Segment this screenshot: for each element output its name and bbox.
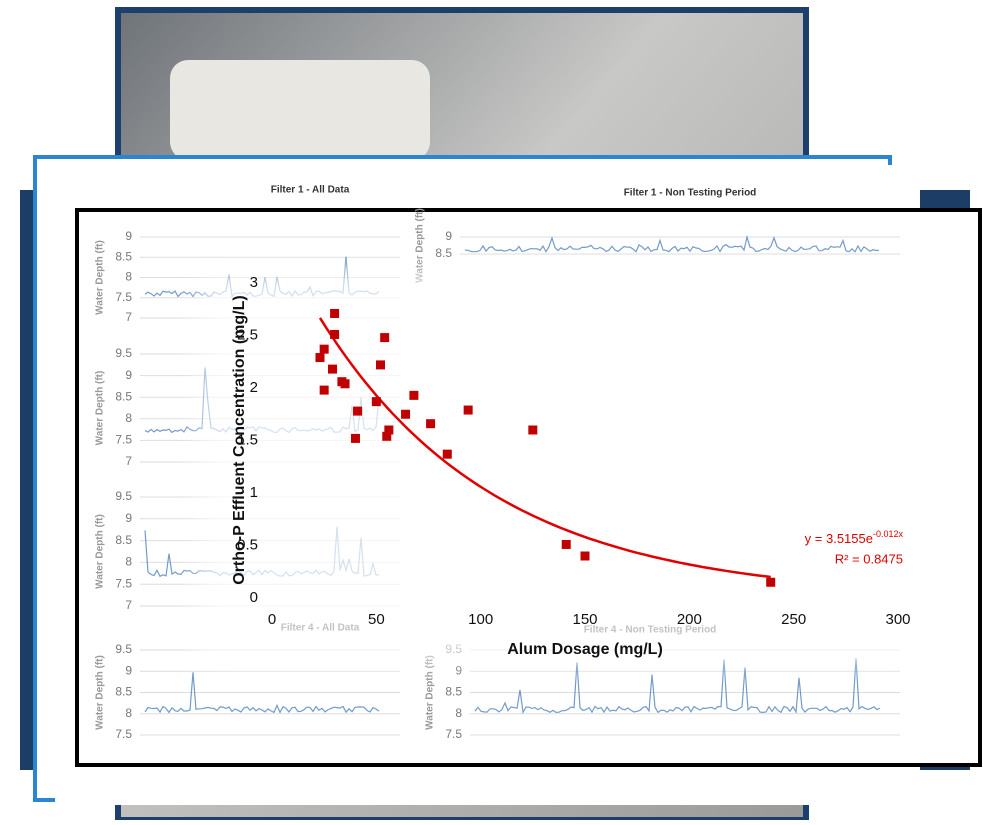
point [766, 577, 776, 587]
y-tick-label: 0 [250, 589, 258, 606]
point [382, 431, 392, 441]
panel-tick-label: 7.5 [115, 727, 132, 741]
y-tick-label: 2 [250, 379, 258, 396]
point [319, 344, 329, 354]
point [319, 385, 329, 395]
x-tick-label: 50 [368, 611, 385, 628]
panel-y-label: Water Depth (ft) [95, 371, 106, 446]
panel-tick-label: 9.5 [115, 642, 132, 656]
point [371, 397, 381, 407]
point [353, 406, 363, 416]
panel-signal [144, 672, 380, 714]
panel-title: Filter 1 - All Data [271, 185, 350, 196]
panel-tick-label: 9.5 [115, 489, 132, 503]
r-squared: R² = 0.8475 [835, 551, 903, 566]
point [384, 425, 394, 435]
y-axis-label: Ortho-P Effluent Concentration (mg/L) [231, 295, 248, 584]
panel-signal [474, 658, 881, 715]
x-tick-label: 300 [885, 611, 910, 628]
panel-y-label: Water Depth (ft) [425, 655, 436, 730]
panel-tick-label: 8.5 [115, 533, 132, 547]
panel-y-label: Water Depth (ft) [415, 208, 426, 283]
panel-tick-label: 8 [125, 706, 132, 720]
panel-tick-label: 7 [125, 454, 132, 468]
panel-tick-label: 9 [125, 511, 132, 525]
y-tick-label: 1.5 [237, 431, 258, 448]
panel-tick-label: 9 [445, 229, 452, 243]
equation: y = 3.5155e [805, 531, 873, 546]
point [315, 353, 325, 363]
panel-tick-label: 9.5 [115, 346, 132, 360]
x-tick-label: 250 [781, 611, 806, 628]
point [409, 390, 419, 400]
panel-tick-label: 8 [125, 270, 132, 284]
x-tick-label: 0 [268, 611, 276, 628]
panel-y-label: Water Depth (ft) [95, 514, 106, 589]
trendline [318, 317, 771, 579]
photo-detail [170, 60, 430, 160]
panel-tick-label: 7.5 [115, 290, 132, 304]
panel-title: Filter 1 - Non Testing Period [624, 188, 757, 199]
panel-tick-label: 8 [125, 411, 132, 425]
y-tick-label: 3 [250, 274, 258, 291]
point [376, 360, 386, 370]
panel-tick-label: 9 [455, 663, 462, 677]
panel-tick-label: 9 [125, 368, 132, 382]
point [330, 329, 340, 339]
point [561, 539, 571, 549]
point [463, 405, 473, 415]
panel-tick-label: 8.5 [115, 685, 132, 699]
point [442, 449, 452, 459]
panel-tick-label: 7 [125, 598, 132, 612]
y-tick-label: 0.5 [237, 536, 258, 553]
point [401, 409, 411, 419]
panel-tick-label: 7 [125, 310, 132, 324]
panel-tick-label: 8.5 [115, 249, 132, 263]
panel-tick-label: 8.5 [435, 246, 452, 260]
point [528, 425, 538, 435]
x-tick-label: 150 [572, 611, 597, 628]
panel-tick-label: 9 [125, 229, 132, 243]
glow [200, 272, 920, 662]
trend-equation: y = 3.5155e-0.012x [805, 529, 904, 546]
equation-exponent: -0.012x [873, 529, 904, 539]
panel-y-label: Water Depth (ft) [95, 240, 106, 315]
x-axis-label: Alum Dosage (mg/L) [507, 641, 663, 658]
panel-y-label: Water Depth (ft) [95, 655, 106, 730]
panel-tick-label: 9 [125, 663, 132, 677]
point [330, 308, 340, 318]
point [328, 364, 338, 374]
panel-tick-label: 8.5 [445, 685, 462, 699]
y-tick-label: 2.5 [237, 326, 258, 343]
y-tick-label: 1 [250, 484, 258, 501]
point [380, 333, 390, 343]
panel-tick-label: 7.5 [115, 433, 132, 447]
point [340, 379, 350, 389]
panel-signal [464, 234, 880, 253]
point [350, 433, 360, 443]
point [580, 551, 590, 561]
panel-tick-label: 7.5 [115, 576, 132, 590]
x-tick-label: 200 [677, 611, 702, 628]
point [426, 419, 436, 429]
x-tick-label: 100 [468, 611, 493, 628]
panel-tick-label: 8 [455, 706, 462, 720]
panel-tick-label: 8 [125, 555, 132, 569]
panel-tick-label: 8.5 [115, 389, 132, 403]
panel-tick-label: 7.5 [445, 727, 462, 741]
main-chart: Ortho-P Effluent Concentration (mg/L) Al… [231, 274, 910, 658]
